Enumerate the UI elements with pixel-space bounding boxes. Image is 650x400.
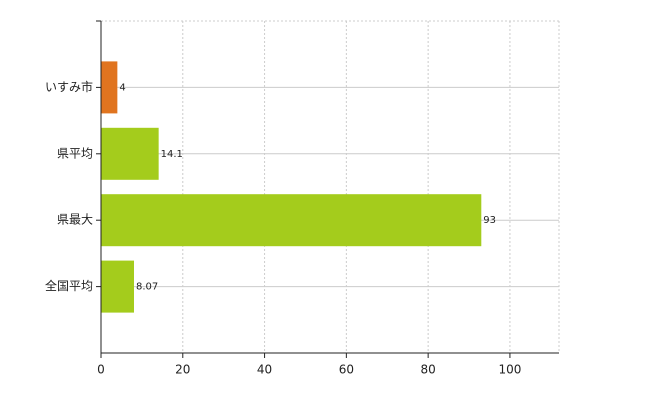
value-label: 8.07 bbox=[136, 282, 158, 293]
y-tick-label: 全国平均 bbox=[45, 278, 93, 293]
y-tick-label: 県平均 bbox=[57, 146, 93, 160]
x-tick-label: 60 bbox=[339, 363, 354, 377]
value-label: 93 bbox=[483, 215, 496, 226]
x-tick-label: 20 bbox=[175, 363, 190, 377]
x-tick-label: 40 bbox=[257, 363, 272, 377]
bar bbox=[101, 61, 118, 114]
bar bbox=[101, 260, 135, 313]
x-tick-label: 0 bbox=[97, 363, 105, 377]
x-tick-label: 80 bbox=[421, 363, 436, 377]
value-label: 14.1 bbox=[161, 149, 183, 160]
y-tick-label: 県最大 bbox=[57, 213, 93, 227]
value-label: 4 bbox=[119, 82, 125, 93]
bar bbox=[101, 194, 482, 247]
x-tick-label: 100 bbox=[498, 363, 521, 377]
y-tick-label: いすみ市 bbox=[45, 79, 93, 94]
bar bbox=[101, 127, 159, 180]
